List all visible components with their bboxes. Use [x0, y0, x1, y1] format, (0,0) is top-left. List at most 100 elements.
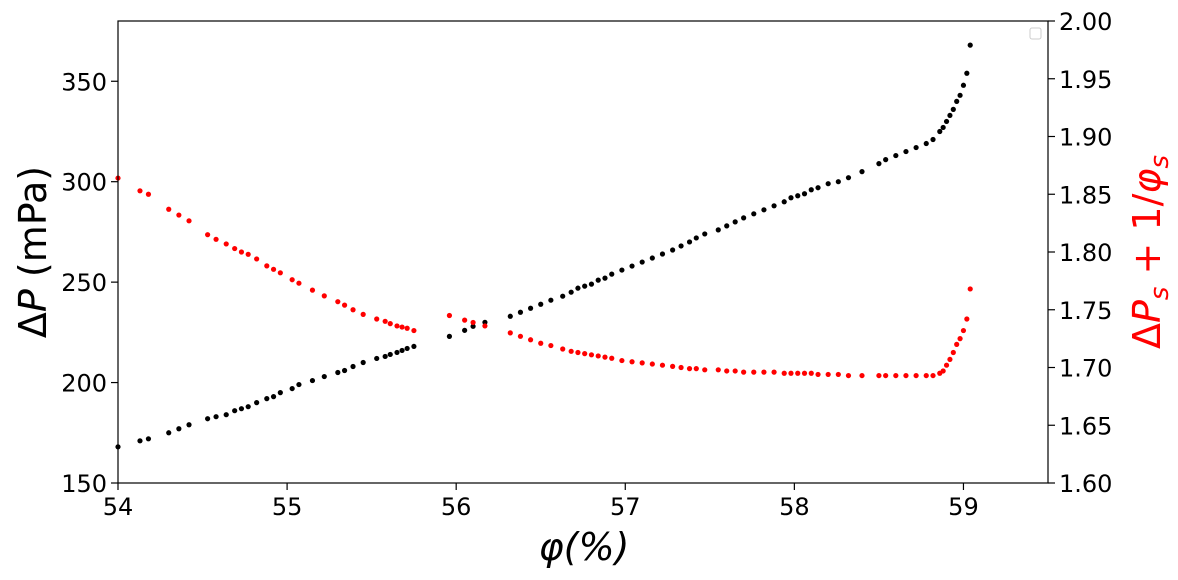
data-point	[176, 212, 182, 218]
data-point	[808, 370, 814, 376]
data-point	[937, 128, 943, 135]
svg-text:ΔPs + 1/φs: ΔPs + 1/φs	[1125, 155, 1175, 349]
data-point	[289, 385, 295, 392]
data-point	[538, 340, 544, 346]
data-point	[702, 367, 708, 373]
data-point	[548, 342, 554, 349]
data-point	[845, 372, 852, 379]
data-point	[602, 354, 608, 360]
data-point	[482, 319, 488, 325]
y-axis-right-ticks: 1.60 1.65 1.70 1.75 1.80 1.85 1.90 1.95 2.00	[1048, 8, 1112, 498]
data-point	[609, 355, 615, 361]
data-point	[940, 124, 946, 131]
data-point	[374, 355, 380, 362]
x-axis-label: φ(%)	[539, 525, 630, 569]
data-point	[404, 345, 410, 352]
data-point	[893, 372, 899, 379]
data-point	[350, 307, 356, 313]
data-point	[686, 366, 693, 372]
data-point	[947, 112, 953, 119]
data-point	[678, 364, 684, 371]
data-point	[341, 367, 348, 374]
data-point	[232, 245, 238, 252]
svg-text:ΔP (mPa): ΔP (mPa)	[11, 166, 55, 338]
data-point	[715, 367, 721, 373]
data-point	[751, 211, 757, 217]
data-point	[619, 357, 625, 364]
y-right-label-var: P	[1125, 300, 1169, 323]
data-point	[795, 370, 801, 376]
data-point	[670, 247, 676, 253]
data-point	[609, 271, 615, 277]
y-right-label-phi: φ	[1125, 169, 1169, 194]
data-point	[825, 371, 831, 378]
data-point	[639, 259, 645, 265]
y-left-tick-label: 150	[61, 470, 107, 498]
data-point	[538, 301, 544, 307]
x-tick-label: 54	[103, 493, 134, 521]
data-point	[815, 371, 821, 378]
y-left-tick-label: 200	[61, 370, 107, 398]
data-point	[582, 351, 588, 357]
data-point	[223, 412, 229, 418]
data-point	[387, 321, 393, 327]
data-point	[724, 368, 730, 374]
data-point	[876, 161, 882, 167]
data-point	[382, 318, 388, 324]
x-tick-label: 56	[441, 493, 472, 521]
data-point	[659, 362, 666, 368]
data-point	[309, 287, 316, 293]
y-left-tick-label: 350	[61, 68, 107, 96]
data-point	[960, 82, 967, 88]
data-point	[686, 239, 693, 245]
data-point	[950, 106, 956, 112]
y-right-tick-label: 2.00	[1059, 8, 1112, 36]
data-point	[374, 316, 380, 322]
data-point	[145, 191, 152, 197]
data-point	[761, 369, 767, 375]
data-point	[761, 207, 767, 213]
data-point	[238, 406, 245, 412]
data-point	[575, 285, 581, 291]
data-point	[213, 414, 219, 420]
data-point	[893, 152, 899, 159]
data-point	[954, 341, 960, 347]
data-point	[954, 98, 960, 104]
x-tick-label: 59	[948, 493, 979, 521]
data-point	[289, 277, 295, 283]
data-point	[277, 390, 283, 396]
data-point	[394, 323, 400, 329]
data-point	[788, 370, 794, 376]
data-point	[639, 360, 645, 366]
data-point	[967, 286, 973, 292]
data-point	[176, 426, 182, 432]
data-point	[296, 381, 302, 388]
data-point	[238, 249, 245, 255]
x-tick-label: 55	[272, 493, 303, 521]
data-point	[595, 353, 601, 359]
y-right-label-sub2: s	[1145, 155, 1175, 169]
data-point	[876, 372, 882, 379]
data-point	[629, 263, 635, 269]
data-points	[115, 42, 973, 450]
data-point	[507, 330, 513, 336]
data-point	[741, 215, 747, 221]
series-left-points	[115, 42, 973, 450]
data-point	[943, 362, 950, 368]
data-point	[560, 346, 566, 352]
data-point	[835, 371, 841, 378]
data-point	[264, 263, 270, 269]
data-point	[923, 140, 929, 147]
data-point	[205, 416, 211, 422]
y-right-tick-label: 1.90	[1059, 124, 1112, 152]
data-point	[411, 327, 417, 334]
data-point	[205, 232, 211, 238]
x-tick-label: 57	[610, 493, 641, 521]
data-point	[771, 203, 777, 209]
data-point	[568, 289, 574, 295]
data-point	[960, 327, 967, 334]
y-right-label-sub: s	[1145, 287, 1175, 301]
data-point	[527, 305, 534, 311]
y-left-tick-label: 300	[61, 169, 107, 197]
